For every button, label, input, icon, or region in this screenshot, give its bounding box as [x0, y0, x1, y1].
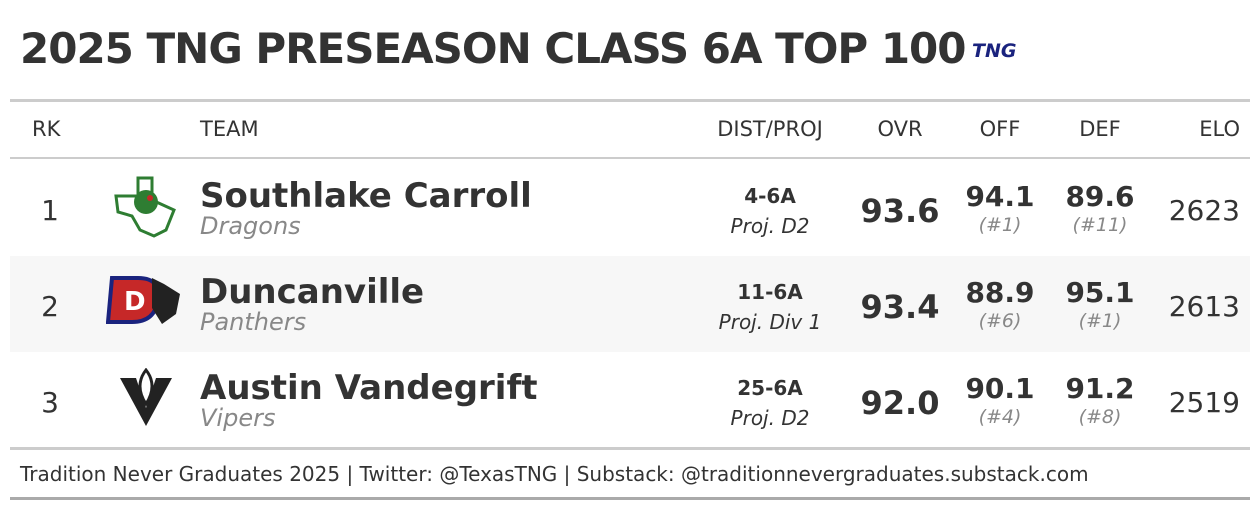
- district: 11-6A: [737, 280, 803, 304]
- team-name: Duncanville: [200, 272, 425, 312]
- mascot: Vipers: [200, 404, 276, 432]
- offense-rank: (#1): [978, 214, 1022, 236]
- team-logo: [120, 368, 172, 426]
- column-header: OFF: [979, 117, 1021, 141]
- mascot: Dragons: [200, 212, 301, 240]
- team-logo: D: [106, 276, 180, 324]
- divider: [10, 497, 1250, 500]
- rank: 1: [41, 194, 59, 227]
- svg-text:D: D: [124, 287, 146, 317]
- column-header: DIST/PROJ: [717, 117, 823, 141]
- offense-rank: (#4): [978, 406, 1022, 428]
- overall-rating: 93.4: [860, 288, 940, 326]
- team-name: Austin Vandegrift: [200, 368, 538, 408]
- overall-rating: 92.0: [860, 384, 940, 422]
- divider: [10, 157, 1250, 159]
- offense-rating: 88.9: [965, 276, 1035, 309]
- offense-rank: (#6): [978, 310, 1022, 332]
- projection: Proj. D2: [730, 214, 810, 238]
- defense-rating: 91.2: [1065, 372, 1135, 405]
- table-row: 2 Duncanville Panthers 11-6A Proj. Div 1 93.4…: [10, 256, 1250, 352]
- table-row: 3 Austin Vandegrift Vipers 25-6A Proj. D2 92.…: [10, 352, 1250, 448]
- column-header: RK: [32, 117, 61, 141]
- defense-rank: (#11): [1072, 214, 1128, 236]
- projection: Proj. Div 1: [718, 310, 822, 334]
- defense-rating: 89.6: [1065, 180, 1135, 213]
- elo-rating: 2613: [1168, 290, 1240, 323]
- column-header: TEAM: [200, 117, 259, 141]
- defense-rating: 95.1: [1065, 276, 1135, 309]
- defense-rank: (#8): [1078, 406, 1122, 428]
- divider: [10, 447, 1250, 450]
- district: 4-6A: [744, 184, 796, 208]
- rank: 2: [41, 290, 59, 323]
- team-name: Southlake Carroll: [200, 176, 532, 216]
- footer-text: Tradition Never Graduates 2025 | Twitter…: [20, 462, 1089, 486]
- divider: [10, 99, 1250, 102]
- overall-rating: 93.6: [860, 192, 940, 230]
- title: 2025 TNG PRESEASON CLASS 6A TOP 100: [20, 24, 966, 73]
- column-header: DEF: [1079, 117, 1121, 141]
- rank: 3: [41, 386, 59, 419]
- offense-rating: 94.1: [965, 180, 1035, 213]
- brand-logo: TNG: [972, 40, 1017, 62]
- elo-rating: 2519: [1168, 386, 1240, 419]
- column-header: OVR: [877, 117, 923, 141]
- table-row: 1 Southlake Carroll Dragons 4-6A Proj. D2 93.…: [10, 160, 1250, 256]
- offense-rating: 90.1: [965, 372, 1035, 405]
- projection: Proj. D2: [730, 406, 810, 430]
- mascot: Panthers: [200, 308, 307, 336]
- district: 25-6A: [737, 376, 803, 400]
- defense-rank: (#1): [1078, 310, 1122, 332]
- team-logo: [114, 176, 176, 238]
- column-header: ELO: [1199, 117, 1240, 141]
- elo-rating: 2623: [1168, 194, 1240, 227]
